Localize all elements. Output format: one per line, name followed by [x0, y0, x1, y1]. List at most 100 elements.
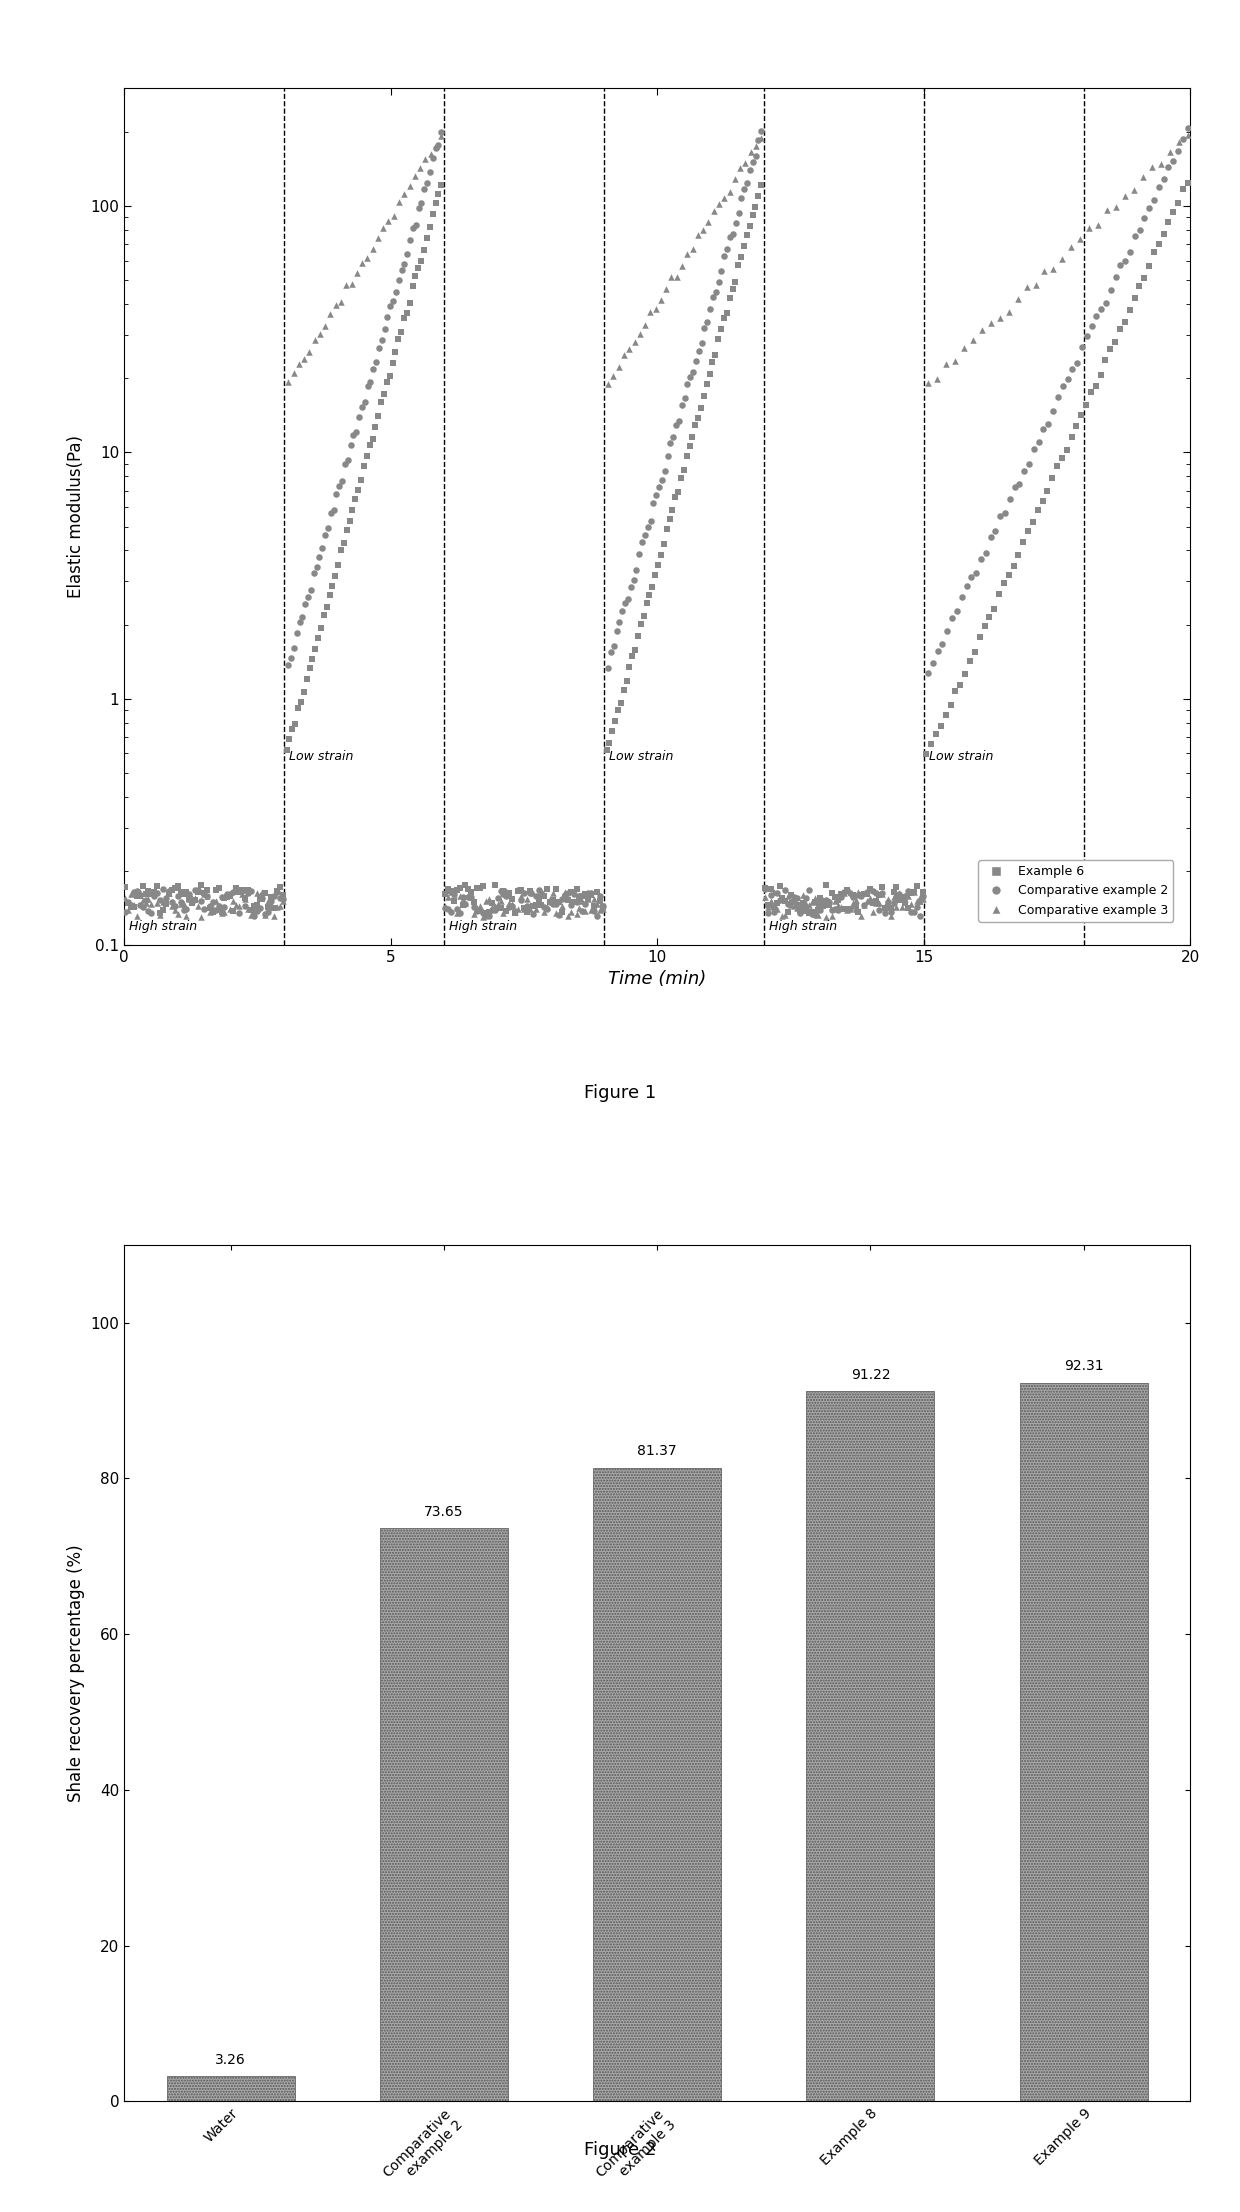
Point — [223, 883, 243, 918]
Point — [174, 891, 193, 927]
Point — [326, 288, 346, 323]
Point — [258, 885, 278, 920]
Point — [677, 237, 697, 272]
Point — [558, 883, 578, 918]
Point — [363, 232, 383, 268]
Point — [1091, 292, 1111, 327]
Point — [244, 889, 264, 925]
Point — [320, 577, 340, 613]
Point — [901, 894, 921, 929]
Point — [901, 887, 921, 922]
Point — [770, 880, 790, 916]
Point — [558, 898, 578, 933]
Text: High strain: High strain — [449, 920, 517, 933]
Point — [904, 894, 924, 929]
Point — [1178, 111, 1198, 146]
Point — [432, 119, 451, 155]
Point — [573, 883, 593, 918]
Point — [247, 876, 267, 911]
Point — [828, 891, 848, 927]
Point — [549, 896, 569, 931]
Point — [253, 880, 273, 916]
Point — [1052, 440, 1071, 476]
Point — [745, 137, 765, 173]
Point — [373, 210, 393, 246]
Point — [802, 894, 822, 929]
Point — [931, 708, 951, 743]
Point — [952, 580, 972, 615]
Point — [641, 502, 661, 538]
Point — [587, 898, 606, 933]
Point — [444, 876, 464, 911]
Point — [446, 896, 466, 931]
Point — [241, 898, 260, 933]
Point — [554, 878, 574, 914]
Point — [1044, 250, 1064, 285]
Point — [1038, 407, 1058, 442]
Point — [604, 358, 624, 394]
Point — [461, 874, 481, 909]
Point — [635, 518, 655, 553]
Point — [822, 898, 842, 933]
Point — [796, 880, 816, 916]
Point — [816, 900, 836, 936]
Point — [837, 891, 857, 927]
Point — [405, 157, 425, 192]
Point — [298, 580, 317, 615]
Point — [956, 568, 976, 604]
Point — [998, 294, 1018, 330]
Point — [459, 880, 479, 916]
Point — [115, 880, 135, 916]
Point — [601, 635, 621, 670]
Point — [660, 502, 680, 538]
Point — [148, 885, 167, 920]
Point — [399, 285, 419, 321]
Point — [241, 874, 260, 909]
Point — [672, 248, 692, 283]
Point — [523, 889, 543, 925]
Point — [1034, 411, 1054, 447]
Point — [991, 498, 1011, 533]
Point — [766, 876, 786, 911]
Point — [508, 872, 528, 907]
Point — [794, 889, 813, 925]
Point — [994, 566, 1014, 602]
Point — [500, 889, 520, 925]
Point — [423, 139, 443, 175]
Point — [657, 438, 677, 473]
Text: 3.26: 3.26 — [216, 2053, 246, 2066]
Point — [517, 880, 537, 916]
Point — [487, 887, 507, 922]
Point — [746, 128, 766, 164]
Point — [464, 889, 484, 925]
Point — [611, 686, 631, 721]
Point — [360, 427, 379, 462]
Point — [294, 675, 314, 710]
Point — [1043, 394, 1063, 429]
Point — [467, 869, 487, 905]
Point — [206, 883, 226, 918]
Point — [761, 872, 781, 907]
Point — [315, 307, 335, 343]
Point — [1068, 345, 1087, 380]
Point — [781, 878, 801, 914]
Point — [270, 880, 290, 916]
Point — [965, 635, 985, 670]
Point — [427, 128, 446, 164]
Point — [193, 876, 213, 911]
Point — [479, 898, 498, 933]
Point — [1163, 195, 1183, 230]
Point — [775, 898, 795, 933]
Point — [913, 874, 932, 909]
Point — [1142, 150, 1162, 186]
Point — [1168, 186, 1188, 221]
Point — [520, 876, 539, 911]
Point — [115, 869, 135, 905]
Point — [482, 889, 502, 925]
Point — [889, 883, 909, 918]
Point — [197, 874, 217, 909]
Point — [677, 438, 697, 473]
Point — [1153, 217, 1173, 252]
Point — [735, 144, 755, 179]
Point — [200, 889, 219, 925]
